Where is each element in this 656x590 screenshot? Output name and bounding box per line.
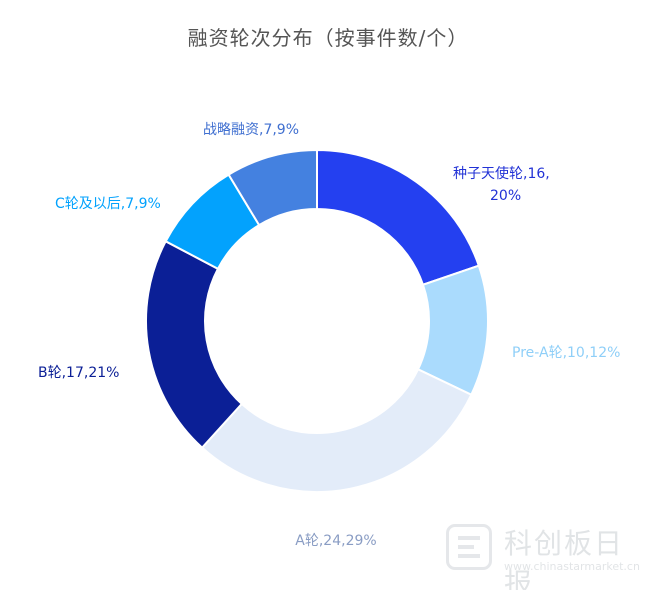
- donut-slice-5: [227, 148, 318, 227]
- slice-label-5: 战略融资,7,9%: [203, 122, 299, 138]
- donut-slice-2: [200, 367, 473, 493]
- watermark: 科创板日报 www.chinastarmarket.cn: [446, 520, 646, 590]
- donut-slice-3: [145, 239, 244, 450]
- slice-label-3: B轮,17,21%: [38, 365, 119, 381]
- slice-label-1: Pre-A轮,10,12%: [512, 345, 620, 361]
- chart-title: 融资轮次分布（按事件数/个）: [187, 26, 469, 50]
- slice-label-4: C轮及以后,7,9%: [55, 196, 161, 212]
- watermark-logo-icon: [446, 524, 492, 570]
- watermark-url: www.chinastarmarket.cn: [504, 560, 640, 573]
- slice-label-0: 种子天使轮,16, 20%: [453, 165, 550, 204]
- slice-label-2: A轮,24,29%: [295, 533, 376, 549]
- watermark-brand: 科创板日报: [504, 527, 625, 590]
